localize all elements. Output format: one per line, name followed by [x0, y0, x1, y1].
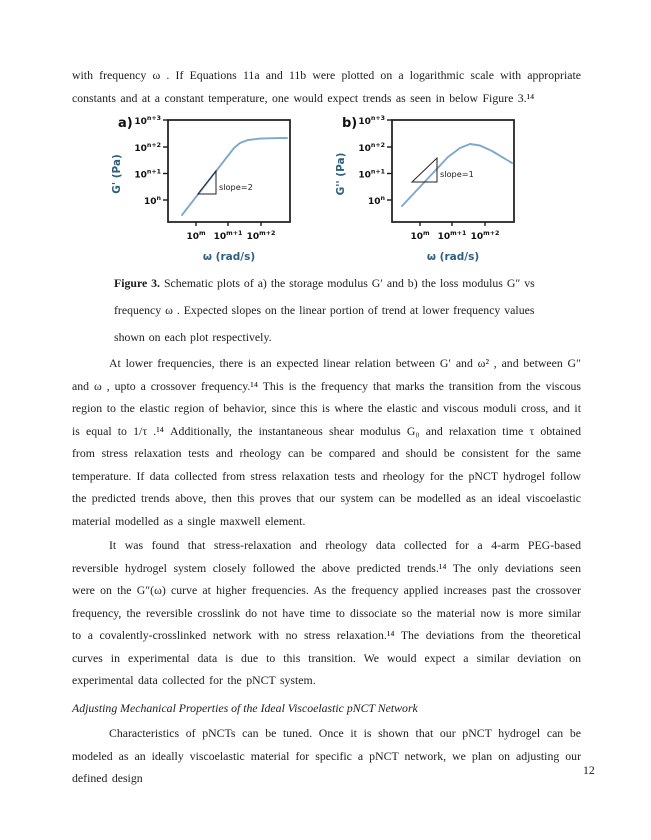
paragraph-intro: with frequency ω . If Equations 11a and …: [72, 68, 581, 105]
x-tick-label: 10m+2: [471, 230, 500, 242]
x-axis-label: ω (rad/s): [427, 251, 479, 263]
paragraph-peg-results: It was found that stress-relaxation and …: [72, 538, 581, 687]
y-axis-label: G'' (Pa): [335, 153, 347, 196]
paragraph-crossover: At lower frequencies, there is an expect…: [72, 356, 581, 528]
caption-line-3: shown on each plot respectively.: [114, 330, 272, 344]
x-tick-label: 10m+2: [247, 230, 276, 242]
slope-triangle: [410, 156, 438, 183]
x-axis-label: ω (rad/s): [203, 251, 255, 263]
modulus-curve: [401, 143, 513, 207]
chart-b-plot: 10n+3 10n+2 10n+1 10n 10m 10m+1 10m+2 slope=1 G'…: [335, 115, 515, 263]
y-tick-label: 10n+3: [134, 115, 161, 127]
chart-a-plot: 10n+3 10n+2 10n+1 10n 10m 10m+1 10m+2 slope=2 G'…: [111, 115, 291, 263]
modulus-curve: [181, 137, 288, 216]
slope-triangle: [196, 169, 217, 195]
x-tick-label: 10m: [186, 230, 206, 242]
plot-frame: [391, 119, 515, 223]
y-tick-label: 10n: [144, 195, 161, 207]
caption-line-1: Figure 3. Schematic plots of a) the stor…: [114, 270, 554, 297]
caption-line-2: frequency ω . Expected slopes on the lin…: [114, 303, 535, 317]
panel-label-b: b): [342, 116, 358, 131]
y-tick-label: 10n+2: [134, 142, 161, 154]
chart-b: b) 10n+3 10n+2 10n+1 10n 10m 10m+1 10m+2 slope=…: [330, 114, 542, 272]
paragraph-tuning: Characteristics of pNCTs can be tuned. O…: [72, 726, 581, 785]
chart-a: a) 10n+3 10n+2 10n+1 10n 10m 10m+1 10m+2 slope=…: [106, 114, 318, 272]
y-axis-label: G' (Pa): [111, 154, 123, 194]
y-tick-label: 10n+1: [358, 169, 385, 181]
y-tick-label: 10n+2: [358, 142, 385, 154]
caption-line-1-text: Schematic plots of a) the storage modulu…: [160, 276, 535, 290]
y-tick-label: 10n+1: [134, 169, 161, 181]
slope-annotation: slope=1: [440, 169, 474, 179]
x-tick-label: 10m+1: [438, 230, 467, 242]
slope-annotation: slope=2: [219, 182, 253, 192]
y-tick-label: 10n: [368, 195, 385, 207]
page-number: 12: [583, 763, 595, 777]
caption-label: Figure 3.: [114, 276, 160, 290]
figure-3: a) 10n+3 10n+2 10n+1 10n 10m 10m+1 10m+2 slope=…: [106, 114, 542, 272]
panel-label-a: a): [118, 116, 133, 131]
plot-frame: [167, 119, 291, 223]
x-tick-label: 10m+1: [214, 230, 243, 242]
x-tick-label: 10m: [410, 230, 430, 242]
section-heading: Adjusting Mechanical Properties of the I…: [72, 701, 418, 715]
y-tick-label: 10n+3: [358, 115, 385, 127]
figure-caption: Figure 3. Schematic plots of a) the stor…: [114, 270, 554, 351]
